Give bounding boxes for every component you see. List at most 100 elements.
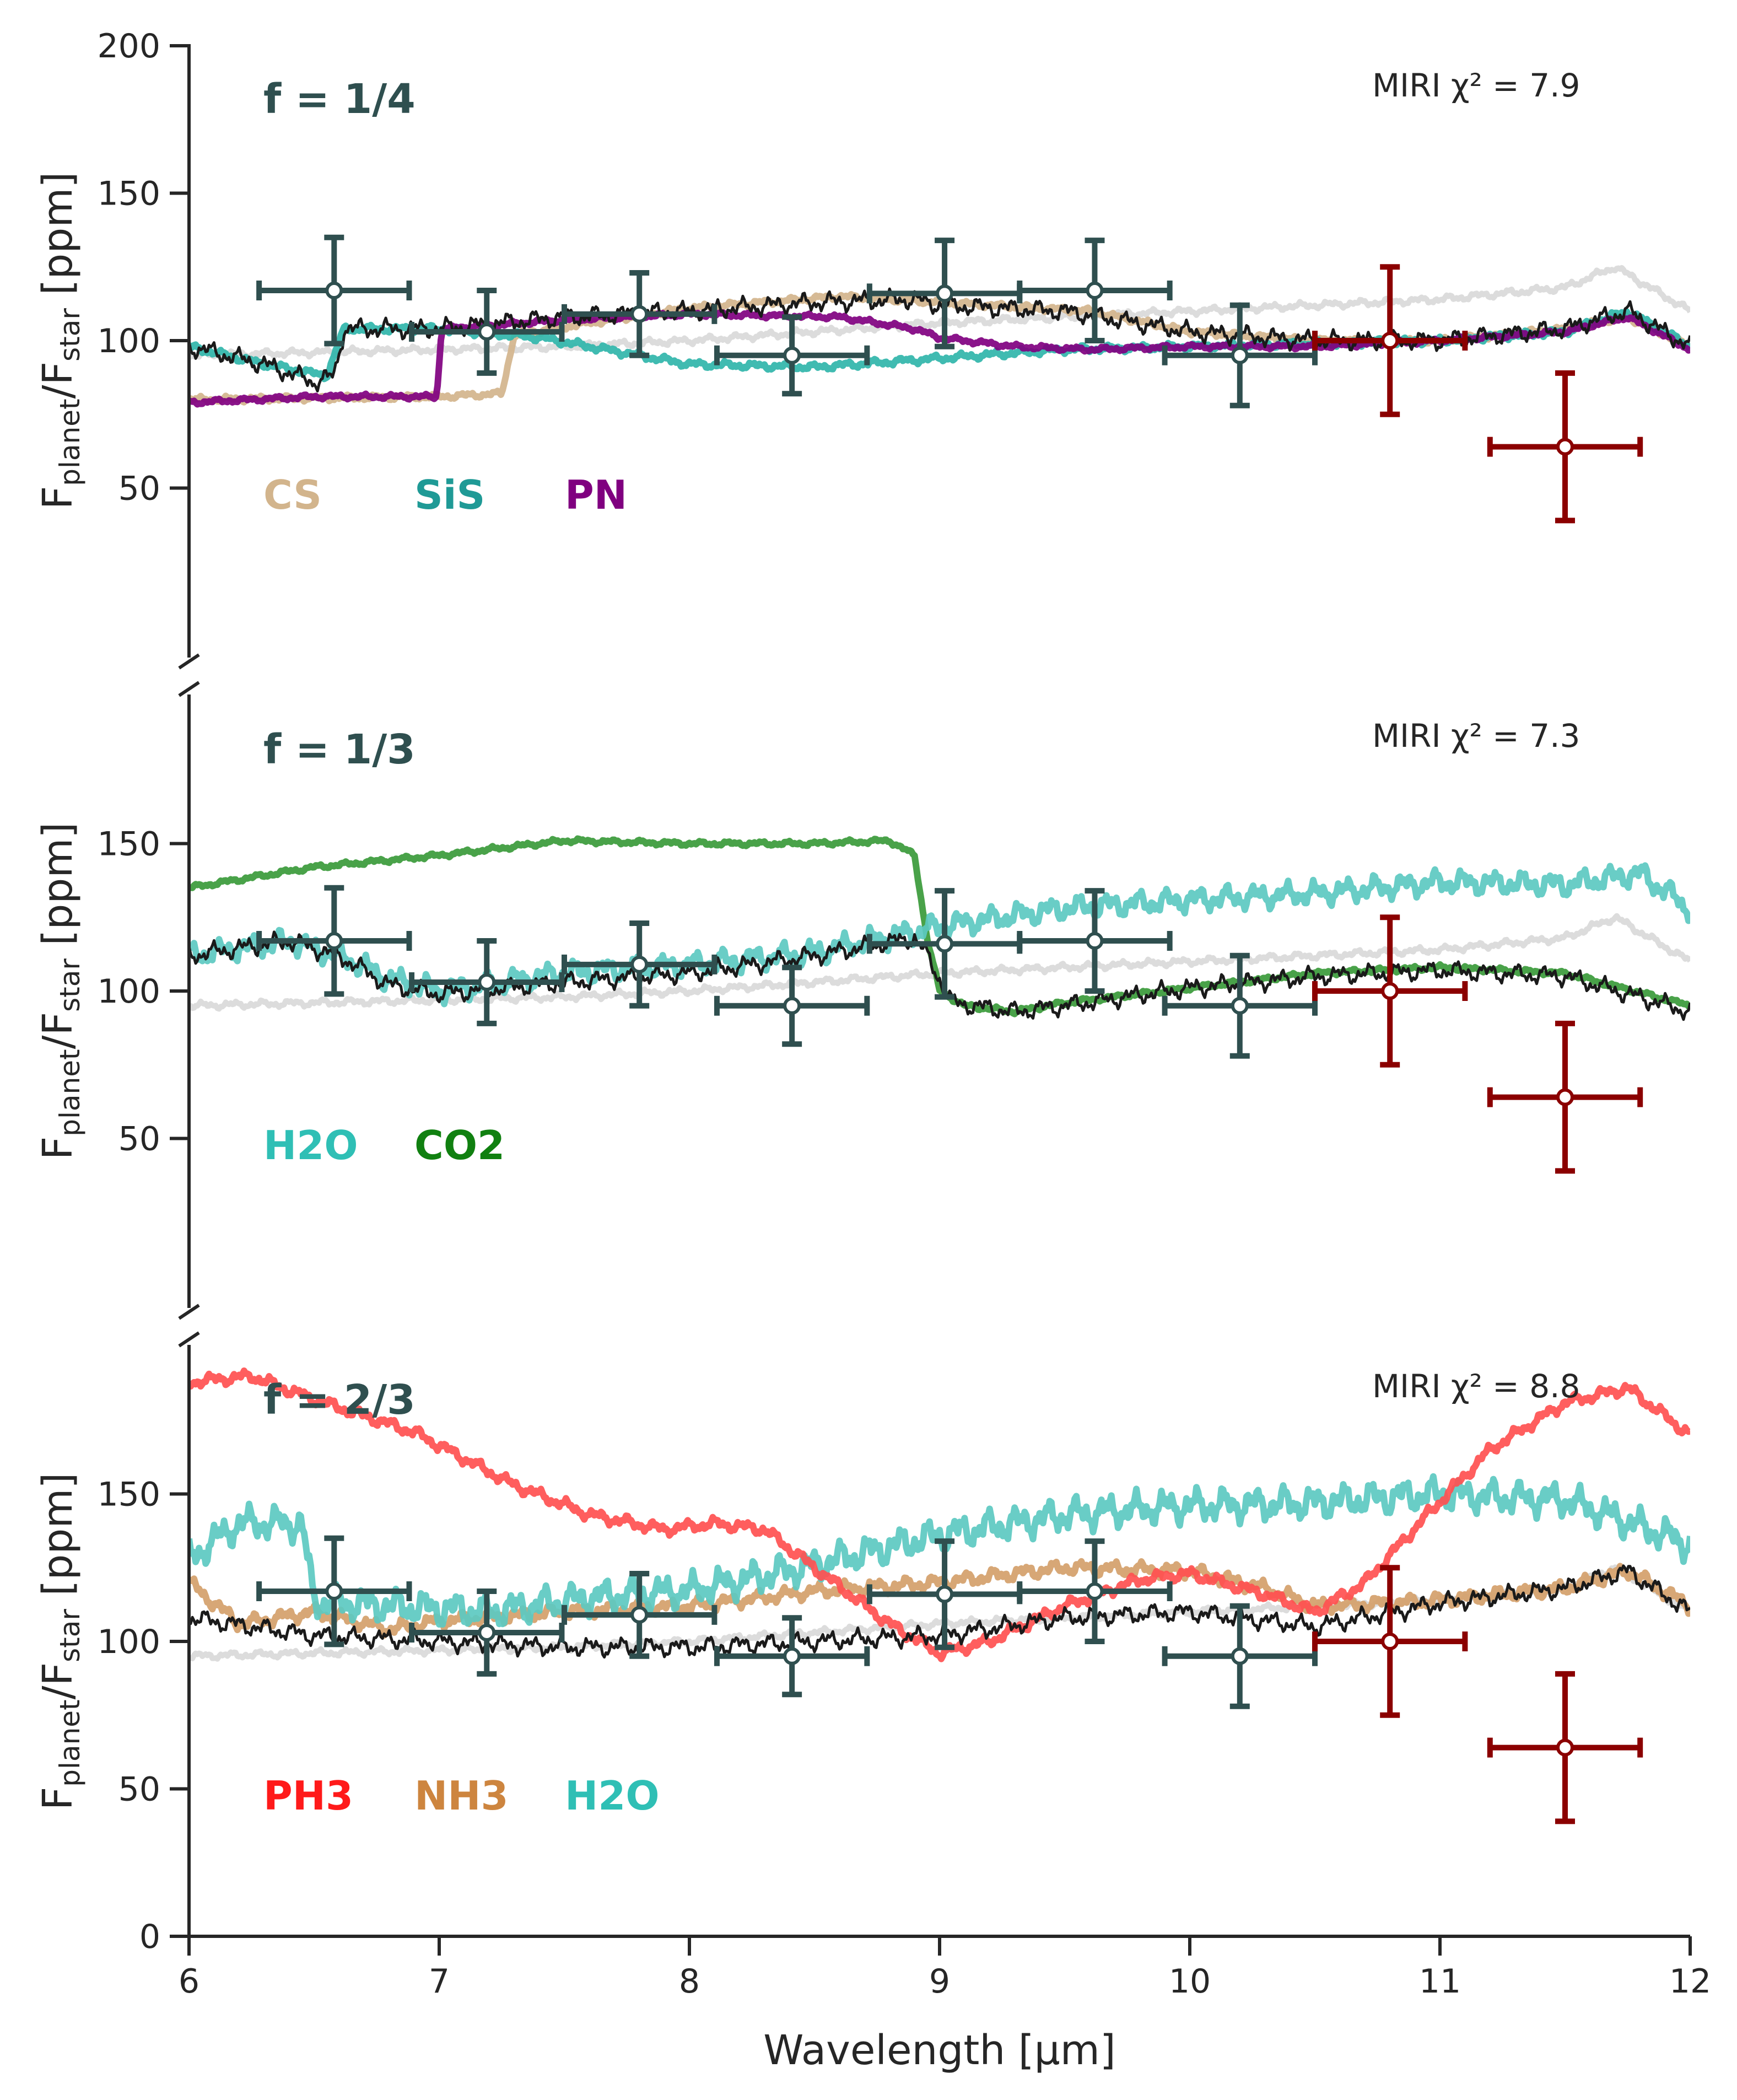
spectra xyxy=(189,835,1690,1021)
y-tick-label: 50 xyxy=(118,1770,160,1809)
data-marker xyxy=(325,1582,343,1601)
data-marker xyxy=(1556,438,1574,456)
data-marker xyxy=(1086,1582,1104,1601)
data-point xyxy=(1487,1020,1643,1174)
data-marker xyxy=(630,1606,649,1624)
data-point xyxy=(1312,264,1468,417)
data-marker xyxy=(478,973,496,991)
y-tick-label: 100 xyxy=(97,1623,160,1661)
species-label: NH3 xyxy=(414,1773,509,1819)
data-marker xyxy=(630,955,649,973)
data-point xyxy=(256,885,412,997)
data-point xyxy=(866,238,1023,349)
x-tick-label: 10 xyxy=(1169,1962,1211,2001)
data-point xyxy=(1017,238,1173,343)
chi-label: MIRI χ² = 8.8 xyxy=(1372,1367,1580,1405)
panel-title: f = 1/4 xyxy=(263,76,416,123)
data-point xyxy=(1312,1565,1468,1718)
data-marker xyxy=(478,322,496,341)
y-tick-label: 50 xyxy=(118,1120,160,1159)
data-marker xyxy=(936,935,954,953)
panel-title: f = 1/3 xyxy=(263,726,416,773)
data-point xyxy=(256,1535,412,1647)
data-marker xyxy=(325,932,343,950)
species-label: SiS xyxy=(414,472,485,518)
y-tick-label: 150 xyxy=(97,1476,160,1514)
data-point xyxy=(409,938,565,1026)
panel-1: f = 1/4 MIRI χ² = 7.9 CS SiS PN xyxy=(189,67,1690,524)
x-tick-label: 6 xyxy=(179,1962,199,2001)
data-marker xyxy=(783,997,801,1015)
data-point xyxy=(1162,302,1318,408)
spectrum-model-line xyxy=(189,930,1690,1021)
data-marker xyxy=(1231,1647,1249,1665)
x-axis-label: Wavelength [μm] xyxy=(763,2027,1115,2074)
data-point xyxy=(1487,370,1643,524)
y-tick-label: 150 xyxy=(97,175,160,213)
species-label: PN xyxy=(565,472,627,518)
data-point xyxy=(562,270,718,358)
data-point xyxy=(866,888,1023,1000)
data-marker xyxy=(630,305,649,323)
data-marker xyxy=(478,1623,496,1641)
y-tick-label: 150 xyxy=(97,825,160,864)
data-marker xyxy=(1381,982,1399,1000)
x-tick-label: 12 xyxy=(1669,1962,1711,2001)
axis-break-mark xyxy=(178,1304,200,1320)
data-marker xyxy=(325,282,343,300)
y-axis-label: Fplanet/Fstar [ppm] xyxy=(34,172,86,510)
panel-3: f = 2/3 MIRI χ² = 8.8 PH3 NH3 H2O xyxy=(189,1367,1690,1824)
data-marker xyxy=(936,1585,954,1603)
data-marker xyxy=(936,284,954,303)
chi-label: MIRI χ² = 7.9 xyxy=(1372,67,1580,104)
spectra xyxy=(189,1367,1690,1662)
y-tick-label: 50 xyxy=(118,470,160,508)
axis-break-mark xyxy=(178,1331,200,1348)
data-point xyxy=(714,1615,870,1698)
data-point xyxy=(562,920,718,1009)
axis-break-mark xyxy=(178,681,200,697)
data-marker xyxy=(1556,1738,1574,1757)
y-tick-label: 100 xyxy=(97,322,160,360)
data-marker xyxy=(1231,997,1249,1015)
data-point xyxy=(1162,1603,1318,1709)
data-marker xyxy=(1086,932,1104,950)
data-marker xyxy=(1086,282,1104,300)
data-point xyxy=(1487,1671,1643,1824)
x-tick-label: 11 xyxy=(1419,1962,1461,2001)
y-axis-label: Fplanet/Fstar [ppm] xyxy=(34,822,86,1160)
data-marker xyxy=(783,346,801,364)
data-point xyxy=(866,1538,1023,1650)
spectrum-ph3-line xyxy=(189,1367,1690,1662)
species-label: H2O xyxy=(565,1773,660,1819)
axis-break-mark xyxy=(178,653,200,670)
data-marker xyxy=(783,1647,801,1665)
y-tick-label: 200 xyxy=(97,27,160,66)
data-point xyxy=(1312,914,1468,1068)
species-label: CS xyxy=(263,472,322,518)
spectrum-h2o-line xyxy=(189,862,1690,1008)
x-tick-label: 7 xyxy=(429,1962,450,2001)
x-tick-label: 9 xyxy=(929,1962,950,2001)
data-point xyxy=(1017,888,1173,994)
x-tick-label: 8 xyxy=(679,1962,700,2001)
data-marker xyxy=(1556,1088,1574,1106)
data-point xyxy=(714,314,870,397)
species-label: H2O xyxy=(263,1122,358,1169)
data-point xyxy=(714,965,870,1047)
panel-title: f = 2/3 xyxy=(263,1376,416,1424)
chi-label: MIRI χ² = 7.3 xyxy=(1372,717,1580,755)
data-point xyxy=(409,288,565,376)
y-axis-label: Fplanet/Fstar [ppm] xyxy=(34,1473,86,1811)
data-point xyxy=(256,234,412,347)
data-point xyxy=(562,1570,718,1659)
y-tick-label: 100 xyxy=(97,972,160,1011)
panel-2: f = 1/3 MIRI χ² = 7.3 H2O CO2 xyxy=(189,717,1690,1174)
data-point xyxy=(409,1589,565,1677)
data-marker xyxy=(1381,332,1399,349)
species-label: CO2 xyxy=(414,1122,505,1169)
spectrum-h2o-line xyxy=(189,1473,1690,1628)
data-marker xyxy=(1231,346,1249,364)
data-point xyxy=(1017,1538,1173,1644)
